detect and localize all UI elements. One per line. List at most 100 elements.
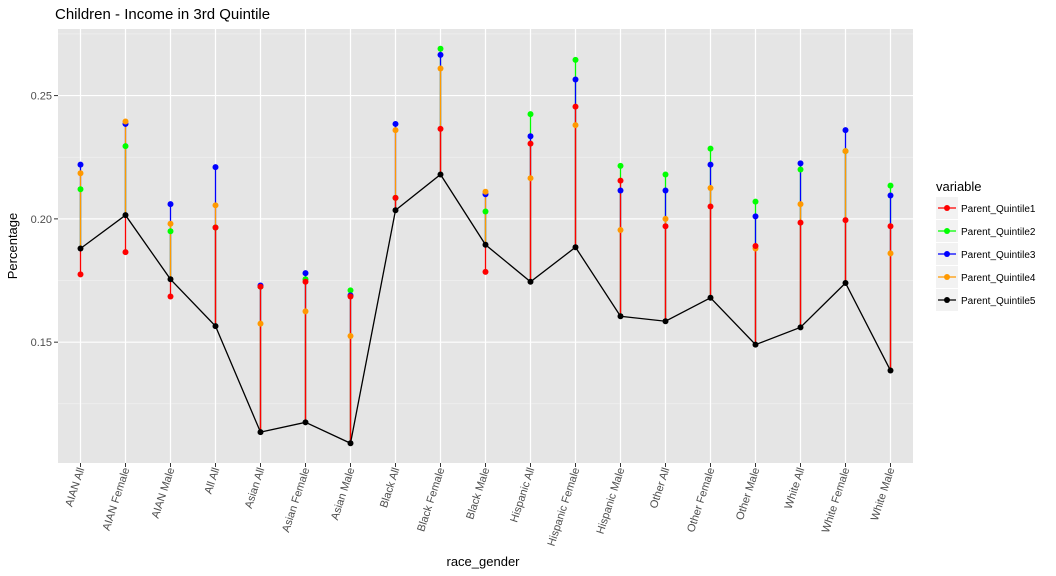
point-parent_quintile4 (302, 308, 309, 315)
point-parent_quintile2 (437, 45, 444, 52)
point-parent_quintile5 (122, 212, 129, 219)
point-parent_quintile3 (437, 51, 444, 58)
point-parent_quintile5 (212, 323, 219, 330)
point-parent_quintile5 (77, 245, 84, 252)
point-parent_quintile2 (527, 111, 534, 118)
y-tick-label: 0.15 (31, 337, 52, 349)
point-parent_quintile5 (527, 278, 534, 285)
point-parent_quintile3 (707, 161, 714, 168)
point-parent_quintile1 (77, 271, 84, 278)
point-parent_quintile3 (527, 133, 534, 140)
point-parent_quintile3 (392, 120, 399, 127)
point-parent_quintile1 (572, 103, 579, 110)
point-parent_quintile1 (257, 283, 264, 290)
legend-key-point (944, 274, 950, 280)
point-parent_quintile1 (482, 268, 489, 275)
chart-title: Children - Income in 3rd Quintile (55, 6, 270, 23)
legend-label: Parent_Quintile4 (961, 273, 1036, 284)
point-parent_quintile2 (572, 56, 579, 63)
point-parent_quintile3 (887, 192, 894, 199)
point-parent_quintile5 (887, 367, 894, 374)
legend-label: Parent_Quintile5 (961, 296, 1036, 307)
point-parent_quintile3 (842, 127, 849, 134)
point-parent_quintile5 (797, 324, 804, 331)
point-parent_quintile5 (437, 171, 444, 178)
point-parent_quintile4 (482, 188, 489, 195)
legend-key-point (944, 228, 950, 234)
point-parent_quintile1 (797, 219, 804, 226)
point-parent_quintile5 (167, 276, 174, 283)
point-parent_quintile5 (572, 244, 579, 251)
legend-title: variable (936, 179, 982, 194)
point-parent_quintile4 (617, 226, 624, 233)
point-parent_quintile1 (707, 203, 714, 210)
point-parent_quintile3 (797, 160, 804, 167)
point-parent_quintile1 (527, 140, 534, 147)
point-parent_quintile2 (167, 228, 174, 235)
point-parent_quintile4 (77, 170, 84, 177)
point-parent_quintile2 (617, 162, 624, 169)
point-parent_quintile1 (347, 293, 354, 300)
y-tick-label: 0.20 (31, 214, 52, 226)
point-parent_quintile5 (347, 440, 354, 447)
point-parent_quintile3 (572, 76, 579, 83)
point-parent_quintile4 (347, 333, 354, 340)
point-parent_quintile4 (707, 185, 714, 192)
point-parent_quintile3 (617, 187, 624, 194)
point-parent_quintile2 (347, 287, 354, 294)
point-parent_quintile2 (887, 182, 894, 189)
legend-key-point (944, 251, 950, 257)
point-parent_quintile4 (842, 148, 849, 155)
point-parent_quintile1 (437, 125, 444, 132)
legend-key-point (944, 297, 950, 303)
data-points (77, 45, 894, 447)
point-parent_quintile4 (887, 250, 894, 257)
point-parent_quintile1 (167, 293, 174, 300)
point-parent_quintile4 (392, 127, 399, 134)
point-parent_quintile5 (842, 279, 849, 286)
point-parent_quintile5 (617, 313, 624, 320)
point-parent_quintile5 (257, 429, 264, 436)
point-parent_quintile4 (167, 220, 174, 227)
series-segments (79, 48, 892, 444)
legend-label: Parent_Quintile2 (961, 227, 1036, 238)
point-parent_quintile5 (662, 318, 669, 325)
point-parent_quintile4 (212, 202, 219, 209)
point-parent_quintile2 (122, 143, 129, 150)
y-axis-title: Percentage (5, 213, 20, 280)
point-parent_quintile1 (842, 217, 849, 224)
point-parent_quintile4 (122, 118, 129, 125)
x-axis-title: race_gender (447, 554, 521, 569)
point-parent_quintile1 (122, 249, 129, 256)
point-parent_quintile1 (392, 194, 399, 201)
point-parent_quintile3 (167, 201, 174, 208)
point-parent_quintile1 (887, 223, 894, 230)
point-parent_quintile1 (662, 223, 669, 230)
point-parent_quintile5 (302, 419, 309, 426)
y-tick-label: 0.25 (31, 91, 52, 103)
point-parent_quintile2 (662, 171, 669, 178)
legend-label: Parent_Quintile3 (961, 250, 1036, 261)
point-parent_quintile4 (527, 175, 534, 182)
legend-items: Parent_Quintile1 Parent_Quintile2 Parent_Q… (936, 197, 1036, 311)
point-parent_quintile3 (752, 213, 759, 220)
point-parent_quintile4 (257, 320, 264, 327)
point-parent_quintile5 (752, 341, 759, 348)
y-axis-ticks: 0.15 0.20 0.25 (31, 91, 58, 349)
legend: variable Parent_Quintile1Parent_Quintile… (936, 179, 1036, 311)
point-parent_quintile1 (752, 243, 759, 249)
point-parent_quintile4 (662, 215, 669, 222)
point-parent_quintile2 (707, 145, 714, 152)
point-parent_quintile1 (302, 278, 309, 285)
legend-label: Parent_Quintile1 (961, 204, 1036, 215)
point-parent_quintile2 (77, 186, 84, 193)
point-parent_quintile3 (77, 161, 84, 168)
point-parent_quintile2 (482, 208, 489, 215)
point-parent_quintile1 (617, 177, 624, 184)
point-parent_quintile2 (752, 198, 759, 205)
point-parent_quintile3 (662, 187, 669, 194)
point-parent_quintile4 (797, 201, 804, 208)
point-parent_quintile5 (707, 294, 714, 301)
point-parent_quintile3 (212, 164, 219, 171)
